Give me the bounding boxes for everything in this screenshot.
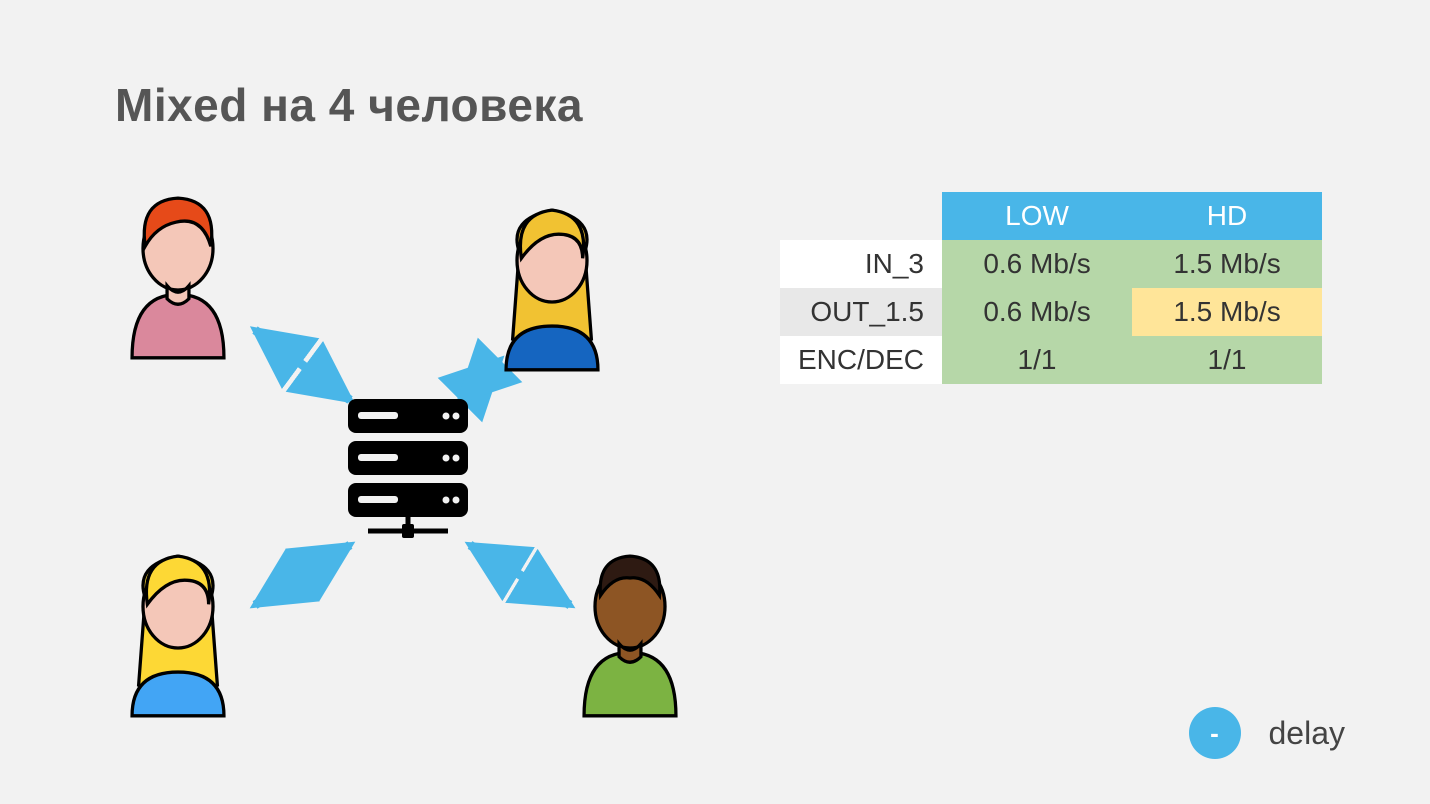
table-cell: 0.6 Mb/s (942, 288, 1132, 336)
legend-label: delay (1269, 715, 1346, 752)
avatar-1 (108, 185, 248, 365)
table-cell: 1/1 (1132, 336, 1322, 384)
bidirectional-arrow-1 (255, 330, 350, 400)
bidirectional-arrow-4 (470, 545, 570, 605)
avatar-2 (482, 197, 622, 377)
table-header-hd: HD (1132, 192, 1322, 240)
page-title: Mixed на 4 человека (115, 78, 583, 132)
row-label: ENC/DEC (780, 336, 942, 384)
avatar-4 (560, 543, 700, 723)
row-label: OUT_1.5 (780, 288, 942, 336)
table-row: ENC/DEC1/11/1 (780, 336, 1322, 384)
table-row: OUT_1.50.6 Mb/s1.5 Mb/s (780, 288, 1322, 336)
table-row: IN_30.6 Mb/s1.5 Mb/s (780, 240, 1322, 288)
network-diagram (90, 185, 710, 755)
table-header-low: LOW (942, 192, 1132, 240)
legend: - delay (1189, 707, 1346, 759)
table-cell: 1.5 Mb/s (1132, 240, 1322, 288)
bandwidth-table: LOWHD IN_30.6 Mb/s1.5 Mb/sOUT_1.50.6 Mb/… (780, 192, 1322, 384)
table-cell: 0.6 Mb/s (942, 240, 1132, 288)
avatar-3 (108, 543, 248, 723)
table-cell: 1/1 (942, 336, 1132, 384)
legend-dot: - (1189, 707, 1241, 759)
server-icon (338, 393, 478, 548)
table-corner (780, 192, 942, 240)
row-label: IN_3 (780, 240, 942, 288)
table-cell: 1.5 Mb/s (1132, 288, 1322, 336)
bidirectional-arrow-3 (255, 545, 350, 605)
